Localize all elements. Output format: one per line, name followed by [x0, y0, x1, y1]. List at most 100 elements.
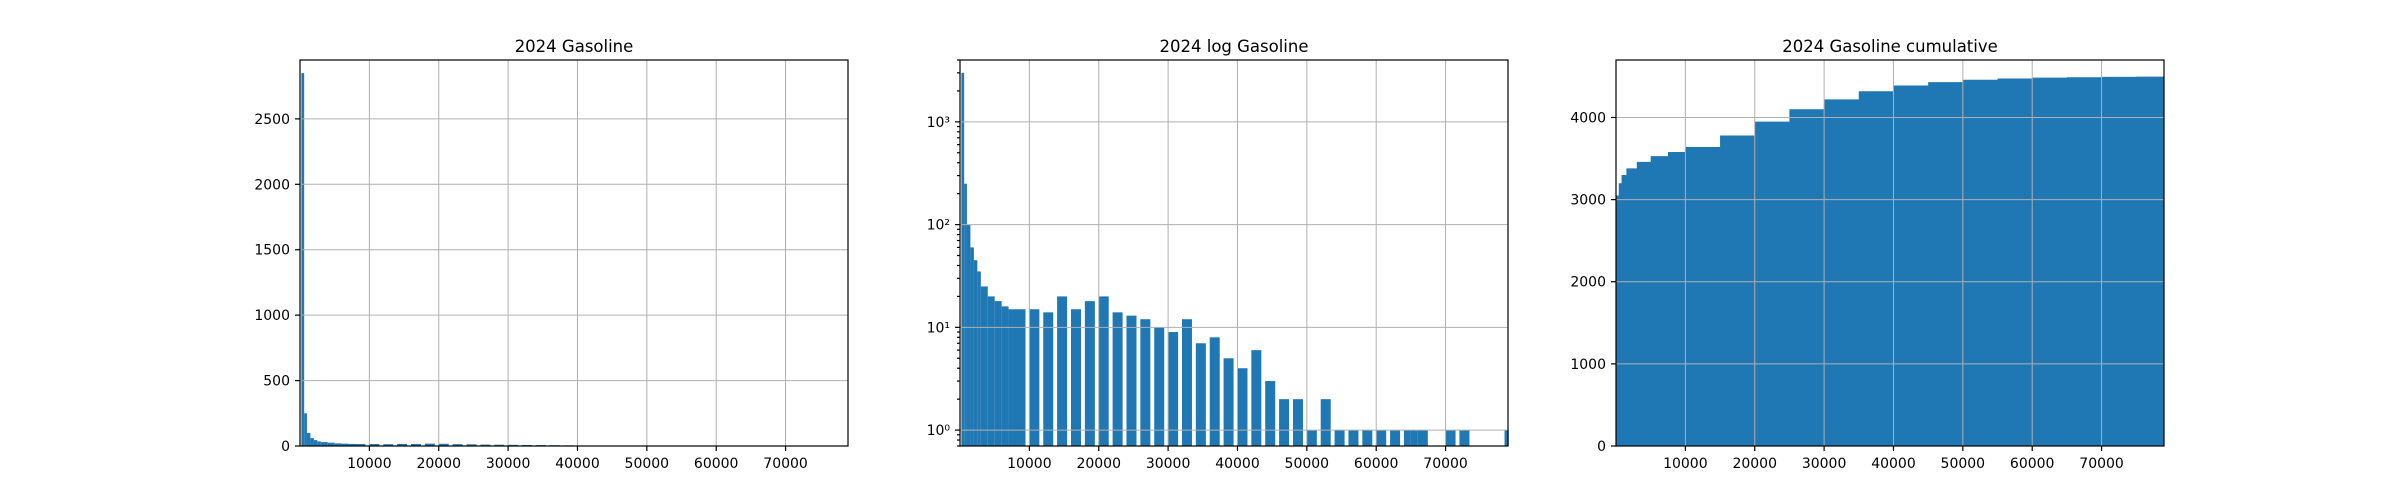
- histogram-bar: [317, 441, 321, 446]
- histogram-bar: [1043, 312, 1054, 446]
- histogram-bar: [1334, 430, 1345, 446]
- x-tick-label: 30000: [1146, 456, 1191, 472]
- histogram-bar: [994, 301, 1002, 446]
- histogram-bar: [341, 443, 349, 446]
- histogram-bar: [306, 432, 311, 446]
- histogram-bar: [977, 271, 981, 446]
- histogram-bar: [1251, 350, 1262, 446]
- x-tick-label: 20000: [1732, 456, 1777, 472]
- x-tick-label: 20000: [1076, 456, 1121, 472]
- chart-title: 2024 Gasoline cumulative: [1782, 37, 1998, 56]
- x-tick-label: 50000: [1285, 456, 1330, 472]
- histogram-bar: [1209, 337, 1220, 446]
- histogram-bar: [961, 72, 965, 446]
- histogram-bar: [973, 260, 978, 446]
- histogram-bar: [1112, 312, 1123, 446]
- log-histogram-panel: 2024 log Gasoline 10000 20000 30000 40000 50…: [927, 37, 1509, 472]
- histogram-bar: [1195, 343, 1206, 446]
- cumulative-histogram-panel: 2024 Gasoline cumulative 10000 20000 30000…: [1570, 37, 2165, 472]
- histogram-bar: [980, 286, 988, 446]
- histogram-bar: [1154, 327, 1165, 446]
- x-tick-label: 10000: [347, 456, 392, 472]
- histogram-bar: [1140, 319, 1151, 446]
- histogram-bar: [1279, 399, 1290, 446]
- histogram-bar: [1265, 381, 1276, 446]
- histogram-bar: [1057, 296, 1068, 446]
- histogram-bar: [452, 444, 463, 446]
- histogram-bar: [383, 444, 394, 446]
- histogram-bar: [1362, 430, 1373, 446]
- y-axis: 0 1000 2000 3000 4000: [1570, 110, 1616, 455]
- y-tick-label: 4000: [1570, 110, 1606, 126]
- x-tick-label: 60000: [694, 456, 739, 472]
- x-tick-label: 70000: [2079, 456, 2124, 472]
- histogram-bar: [1084, 301, 1095, 446]
- histogram-bar: [1403, 430, 1411, 446]
- histogram-bar: [1126, 315, 1137, 446]
- histogram-bar: [313, 440, 318, 446]
- x-tick-label: 40000: [1215, 456, 1260, 472]
- y-tick-label: 500: [263, 374, 290, 390]
- y-tick-label: 2000: [1570, 275, 1606, 291]
- y-minor-ticks: [957, 59, 960, 447]
- y-tick-label: 3000: [1570, 193, 1606, 209]
- histogram-bar: [1223, 358, 1234, 446]
- chart-title: 2024 log Gasoline: [1160, 37, 1309, 56]
- y-tick-label: 0: [1597, 439, 1606, 455]
- series-marks: [1616, 76, 2164, 447]
- histogram-bar: [1008, 309, 1016, 446]
- histogram-bar: [1504, 430, 1509, 446]
- x-tick-label: 60000: [2010, 456, 2055, 472]
- histogram-bar: [1015, 309, 1026, 446]
- histogram-panel: 2024 Gasoline 10000 20000 30000 40000 50000 6…: [254, 37, 849, 472]
- chart-title: 2024 Gasoline: [515, 37, 634, 56]
- histogram-bar: [369, 444, 380, 446]
- y-tick-label: 2500: [254, 112, 290, 128]
- x-tick-label: 70000: [1423, 456, 1468, 472]
- series-marks: [961, 72, 1509, 446]
- x-axis: 10000 20000 30000 40000 50000 60000 70000: [347, 446, 808, 472]
- histogram-bar: [355, 444, 366, 446]
- histogram-bar: [410, 444, 421, 446]
- y-tick-label: 10⁰: [927, 423, 951, 439]
- y-tick-label: 10²: [927, 218, 950, 234]
- x-tick-label: 60000: [1354, 456, 1399, 472]
- x-tick-label: 50000: [1941, 456, 1986, 472]
- x-tick-label: 40000: [555, 456, 600, 472]
- series-marks: [301, 73, 610, 447]
- histogram-bar: [424, 443, 435, 446]
- histogram-bar: [466, 444, 477, 446]
- cumulative-area: [1616, 76, 2164, 447]
- x-tick-label: 70000: [763, 456, 808, 472]
- histogram-bar: [1459, 430, 1470, 446]
- grid: [960, 60, 1508, 446]
- plot-frame: [299, 59, 849, 447]
- histogram-bar: [1376, 430, 1387, 446]
- histogram-bar: [1306, 430, 1317, 446]
- histogram-bar: [1168, 332, 1179, 446]
- histogram-bar: [1070, 309, 1081, 446]
- x-tick-label: 30000: [486, 456, 531, 472]
- histogram-bar: [966, 224, 971, 446]
- x-axis: 10000 20000 30000 40000 50000 60000 70000: [1007, 446, 1468, 472]
- histogram-bar: [1417, 430, 1428, 446]
- y-tick-label: 10³: [927, 115, 950, 131]
- x-tick-label: 20000: [416, 456, 461, 472]
- histogram-bar: [397, 443, 408, 446]
- y-tick-label: 0: [281, 439, 290, 455]
- histogram-bar: [334, 443, 342, 446]
- histogram-bar: [1098, 296, 1109, 446]
- histogram-bar: [310, 438, 314, 446]
- histogram-bar: [348, 443, 356, 446]
- y-tick-label: 10¹: [927, 320, 950, 336]
- y-axis: 10⁰ 10¹ 10² 10³: [927, 115, 960, 439]
- x-tick-label: 30000: [1802, 456, 1847, 472]
- histogram-bar: [301, 73, 305, 446]
- histogram-bar: [1320, 399, 1331, 446]
- histogram-bar: [1445, 430, 1456, 446]
- grid: [300, 60, 848, 447]
- histogram-bar: [320, 442, 328, 446]
- plot-frame: [1615, 59, 2165, 447]
- y-tick-label: 1000: [1570, 357, 1606, 373]
